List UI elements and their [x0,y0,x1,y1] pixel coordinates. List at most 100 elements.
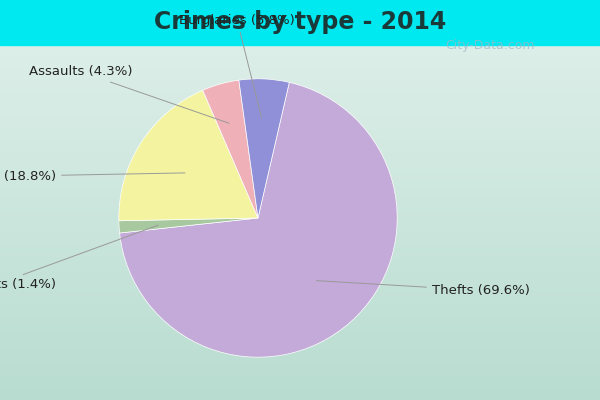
Bar [0,392,600,395]
Bar [0,269,600,272]
Bar [0,179,600,182]
Bar [0,115,600,118]
Bar [0,82,600,85]
Bar [0,162,600,166]
Bar [0,236,600,239]
Bar [0,290,600,294]
Bar [0,46,600,50]
Bar [0,359,600,362]
Bar [0,165,600,168]
Bar [0,174,600,178]
Bar [0,321,600,324]
Bar [0,63,600,66]
Bar [0,344,600,348]
Bar [0,243,600,246]
Bar [0,214,600,218]
Bar [0,257,600,260]
Bar [0,212,600,215]
Bar [0,103,600,106]
Bar [0,387,600,390]
Bar [0,65,600,69]
Bar [0,72,600,76]
Bar [0,240,600,244]
Bar [0,266,600,270]
Bar [0,276,600,279]
Bar [0,160,600,163]
Bar [0,252,600,256]
Bar [0,231,600,234]
Bar [0,70,600,73]
Bar [0,68,600,71]
Bar [0,356,600,360]
Bar [0,113,600,116]
Text: Thefts (69.6%): Thefts (69.6%) [316,281,530,297]
Bar [0,94,600,97]
Bar [0,117,600,121]
Bar [0,323,600,327]
Bar [0,300,600,303]
Bar [0,193,600,196]
Bar [0,228,600,232]
Bar [0,297,600,301]
Bar [0,150,600,154]
Bar [0,366,600,369]
Bar [0,124,600,128]
Bar [0,146,600,149]
Bar [0,110,600,114]
Bar [0,0,600,45]
Bar [0,248,600,251]
Bar [0,368,600,372]
Bar [0,347,600,350]
Text: Rapes (18.8%): Rapes (18.8%) [0,170,185,183]
Bar [0,304,600,308]
Text: Burglaries (5.8%): Burglaries (5.8%) [179,14,295,118]
Bar [0,390,600,393]
Wedge shape [203,80,258,218]
Bar [0,56,600,59]
Bar [0,255,600,258]
Bar [0,196,600,199]
Bar [0,191,600,194]
Bar [0,307,600,310]
Bar [0,354,600,358]
Bar [0,44,600,47]
Bar [0,134,600,137]
Bar [0,155,600,158]
Bar [0,120,600,123]
Bar [0,309,600,312]
Bar [0,49,600,52]
Bar [0,170,600,173]
Bar [0,207,600,211]
Bar [0,89,600,92]
Bar [0,139,600,142]
Bar [0,58,600,62]
Bar [0,245,600,248]
Bar [0,167,600,170]
Bar [0,144,600,147]
Bar [0,370,600,374]
Bar [0,250,600,253]
Bar [0,205,600,208]
Bar [0,326,600,329]
Bar [0,233,600,237]
Bar [0,314,600,317]
Bar [0,302,600,305]
Bar [0,271,600,274]
Bar [0,172,600,175]
Bar [0,364,600,367]
Bar [0,198,600,201]
Bar [0,274,600,277]
Bar [0,375,600,379]
Bar [0,382,600,386]
Bar [0,129,600,132]
Wedge shape [119,90,258,221]
Text: City-Data.com: City-Data.com [445,38,535,52]
Bar [0,219,600,222]
Bar [0,122,600,126]
Bar [0,292,600,296]
Bar [0,106,600,109]
Bar [0,259,600,263]
Bar [0,316,600,320]
Bar [0,335,600,338]
Wedge shape [239,79,289,218]
